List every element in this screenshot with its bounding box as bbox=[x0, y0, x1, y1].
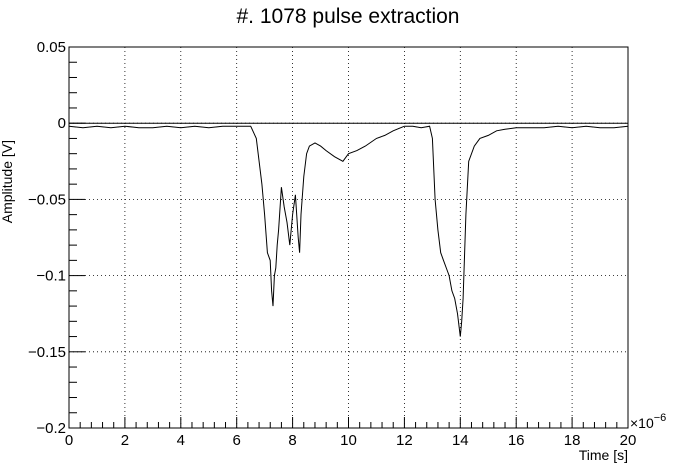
y-axis-title: Amplitude [V] bbox=[0, 140, 15, 223]
series-line bbox=[68, 125, 629, 337]
y-tick-label: 0.05 bbox=[37, 39, 66, 56]
x-axis-title: Time [s] bbox=[579, 447, 628, 463]
chart-title: #. 1078 pulse extraction bbox=[237, 5, 460, 28]
tick-label-layer: 0 2 4 6 8 10 12 14 16 18 20 0.05 0 −0.05 −0.1 −0.15 −0.2 bbox=[28, 39, 636, 449]
x-tick-label: 16 bbox=[508, 432, 525, 449]
x-multiplier-exponent: −6 bbox=[654, 412, 667, 424]
y-tick-label: −0.1 bbox=[36, 268, 66, 285]
y-tick-label: −0.05 bbox=[28, 191, 66, 208]
x-tick-label: 8 bbox=[288, 432, 296, 449]
x-tick-label: 14 bbox=[452, 432, 469, 449]
x-tick-label: 20 bbox=[620, 432, 637, 449]
y-tick-label: −0.2 bbox=[36, 420, 66, 437]
x-tick-label: 4 bbox=[177, 432, 185, 449]
x-tick-label: 12 bbox=[396, 432, 413, 449]
x-tick-label: 2 bbox=[121, 432, 129, 449]
x-multiplier: ×10−6 bbox=[630, 412, 666, 431]
y-tick-label: −0.15 bbox=[28, 344, 66, 361]
x-tick-label: 6 bbox=[233, 432, 241, 449]
x-tick-label: 0 bbox=[65, 432, 73, 449]
tick-layer bbox=[68, 46, 629, 429]
x-tick-label: 18 bbox=[564, 432, 581, 449]
x-tick-label: 10 bbox=[340, 432, 357, 449]
x-multiplier-base: ×10 bbox=[630, 415, 654, 431]
y-tick-label: 0 bbox=[58, 115, 66, 132]
